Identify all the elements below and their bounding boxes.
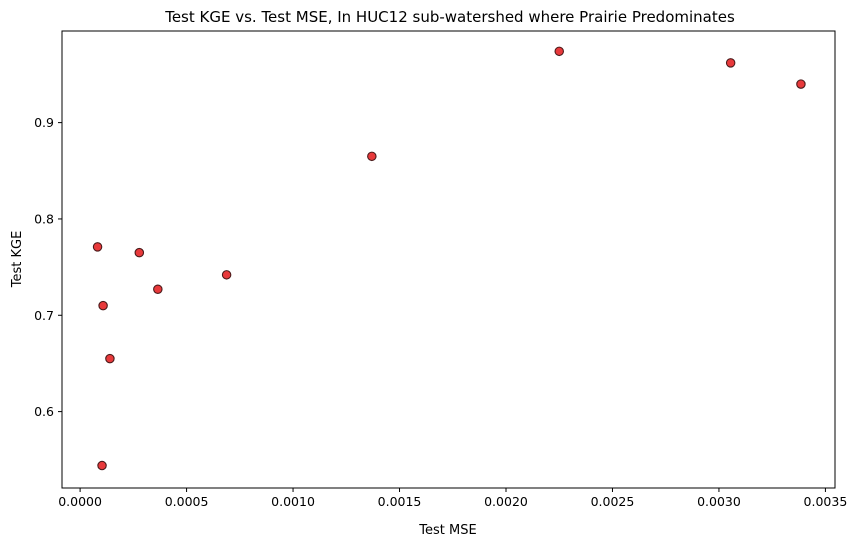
x-tick-label: 0.0020 (484, 494, 528, 509)
x-tick-label: 0.0005 (165, 494, 209, 509)
x-tick-label: 0.0030 (697, 494, 741, 509)
x-tick-label: 0.0010 (271, 494, 315, 509)
x-tick-label: 0.0015 (378, 494, 422, 509)
y-tick-label: 0.6 (34, 404, 54, 419)
y-tick-label: 0.9 (34, 115, 54, 130)
data-point (134, 247, 145, 258)
data-point (153, 284, 163, 295)
data-point (554, 46, 564, 57)
y-axis: 0.6 0.7 0.8 0.9 (34, 115, 62, 419)
data-points (92, 46, 806, 471)
x-axis: 0.0000 0.0005 0.0010 0.0015 0.0020 0.0025 0.00… (58, 488, 847, 509)
data-point (97, 460, 107, 471)
x-tick-label: 0.0025 (591, 494, 635, 509)
y-tick-label: 0.7 (34, 308, 54, 323)
x-axis-label: Test MSE (418, 523, 476, 538)
chart-title: Test KGE vs. Test MSE, In HUC12 sub-wate… (164, 8, 735, 26)
data-point (221, 270, 232, 280)
x-tick-label: 0.0035 (804, 494, 848, 509)
y-axis-label: Test KGE (10, 231, 25, 289)
y-tick-label: 0.8 (34, 211, 54, 226)
data-point (796, 79, 806, 89)
plot-area (61, 30, 836, 489)
x-tick-label: 0.0000 (58, 494, 102, 509)
data-point (92, 242, 103, 252)
data-point (98, 300, 108, 311)
data-point (725, 58, 736, 68)
plot-frame (61, 30, 836, 489)
data-point (367, 151, 377, 162)
data-point (105, 353, 115, 364)
